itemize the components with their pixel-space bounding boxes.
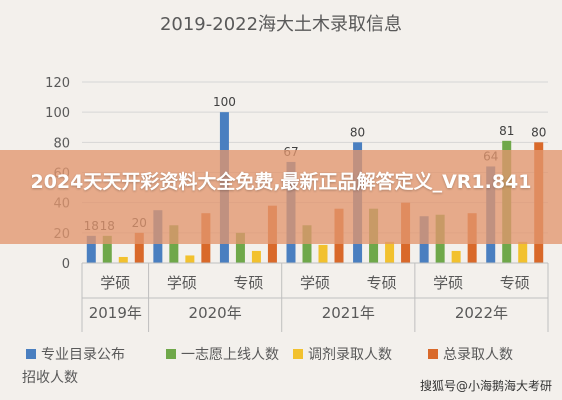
x-tick-label: 学硕: [433, 274, 463, 292]
legend-label: 一志愿上线人数: [181, 347, 279, 363]
legend-swatch: [26, 349, 36, 359]
overlay-banner: [0, 150, 562, 244]
x-tick-label: 学硕: [167, 274, 197, 292]
legend-label-cont: 招收人数: [22, 370, 78, 386]
x-tick-label: 专硕: [367, 274, 397, 292]
x-tick-label: 专硕: [500, 274, 530, 292]
x-axis: 学硕 学硕 专硕 学硕 专硕 学硕 专硕 2019年 2020年 2021年 2022年: [81, 262, 549, 332]
legend-swatch: [166, 349, 176, 359]
x-group-label: 2019年: [89, 304, 142, 322]
chart-title: 2019-2022海大土木录取信息: [160, 14, 402, 35]
x-group-label: 2020年: [189, 304, 242, 322]
legend-label: 总录取人数: [443, 347, 513, 363]
x-tick-label: 专硕: [233, 274, 263, 292]
bar: [251, 250, 261, 263]
bar: [86, 235, 96, 263]
bar: [318, 244, 328, 263]
data-label: 81: [499, 124, 514, 138]
bar: [385, 241, 395, 263]
bar: [185, 255, 195, 263]
bar: [302, 225, 312, 263]
bar: [235, 232, 245, 263]
x-group-label: 2022年: [455, 304, 508, 322]
legend-swatch: [428, 349, 438, 359]
bar: [518, 241, 528, 263]
overlay-headline: 2024天天开彩资料大全免费,最新正品解答定义_VR1.841: [30, 171, 532, 193]
legend-swatch: [293, 349, 303, 359]
y-tick-label: 0: [62, 257, 70, 272]
bar: [134, 232, 144, 263]
bar: [451, 250, 461, 263]
x-tick-label: 学硕: [100, 274, 130, 292]
bar: [169, 225, 179, 263]
x-tick-label: 学硕: [300, 274, 330, 292]
y-tick-label: 120: [45, 76, 70, 91]
bar: [102, 235, 112, 263]
data-label: 100: [213, 95, 236, 109]
y-tick-label: 80: [53, 136, 70, 151]
legend-label: 专业目录公布: [41, 347, 125, 363]
y-tick-label: 100: [45, 106, 70, 121]
data-label: 80: [350, 125, 365, 139]
x-group-label: 2021年: [322, 304, 375, 322]
legend-label: 调剂录取人数: [308, 347, 392, 363]
watermark: 搜狐号@小海鹅海大考研: [419, 379, 552, 393]
bar: [118, 256, 128, 263]
data-label: 80: [531, 125, 546, 139]
